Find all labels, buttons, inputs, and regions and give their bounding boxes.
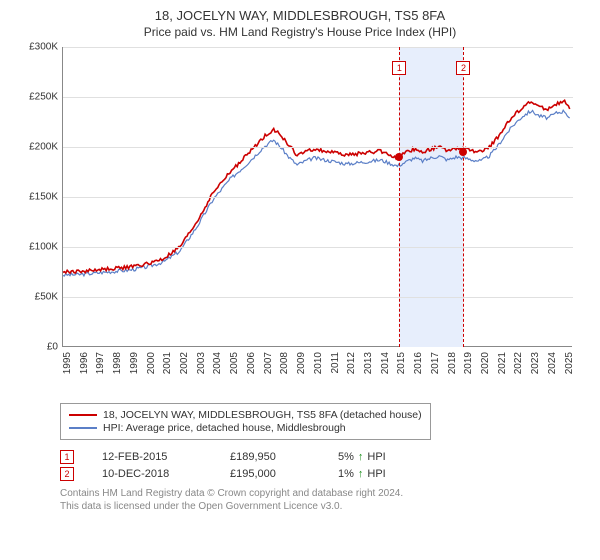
x-axis-label: 2000 <box>146 352 157 374</box>
x-axis-label: 2025 <box>564 352 575 374</box>
sale-delta-pct: 1% <box>338 468 354 480</box>
legend-swatch <box>69 427 97 429</box>
x-axis-label: 2018 <box>447 352 458 374</box>
legend-item: 18, JOCELYN WAY, MIDDLESBROUGH, TS5 8FA … <box>69 409 422 421</box>
marker-badge: 1 <box>392 61 406 75</box>
x-axis-label: 2014 <box>380 352 391 374</box>
y-axis-label: £0 <box>20 342 58 353</box>
gridline <box>63 97 573 98</box>
footer-attribution: Contains HM Land Registry data © Crown c… <box>60 487 590 513</box>
sale-price: £189,950 <box>230 451 310 463</box>
x-axis-label: 2008 <box>279 352 290 374</box>
gridline <box>63 297 573 298</box>
x-axis-label: 2020 <box>480 352 491 374</box>
chart-title: 18, JOCELYN WAY, MIDDLESBROUGH, TS5 8FA <box>10 8 590 23</box>
arrow-up-icon: ↑ <box>358 468 364 480</box>
sale-badge: 2 <box>60 467 74 481</box>
sale-row: 2 10-DEC-2018 £195,000 1% ↑HPI <box>60 467 590 481</box>
x-axis-label: 2007 <box>263 352 274 374</box>
sale-delta-pct: 5% <box>338 451 354 463</box>
legend-label: 18, JOCELYN WAY, MIDDLESBROUGH, TS5 8FA … <box>103 409 422 421</box>
x-axis-label: 2017 <box>430 352 441 374</box>
x-axis-label: 2019 <box>463 352 474 374</box>
marker-line <box>399 47 400 347</box>
sales-table: 1 12-FEB-2015 £189,950 5% ↑HPI 2 10-DEC-2018 £1… <box>60 450 590 481</box>
sale-hpi-suffix: HPI <box>367 451 385 463</box>
x-axis-label: 1996 <box>79 352 90 374</box>
sale-price: £195,000 <box>230 468 310 480</box>
chart-area: 12 £0£50K£100K£150K£200K£250K£300K199519… <box>20 47 580 397</box>
x-axis-label: 1997 <box>95 352 106 374</box>
x-axis-label: 1995 <box>62 352 73 374</box>
gridline <box>63 247 573 248</box>
sale-hpi-delta: 1% ↑HPI <box>338 468 386 480</box>
legend-item: HPI: Average price, detached house, Midd… <box>69 422 422 434</box>
footer-line-2: This data is licensed under the Open Gov… <box>60 500 590 513</box>
y-axis-label: £150K <box>20 192 58 203</box>
x-axis-label: 2021 <box>497 352 508 374</box>
x-axis-label: 2022 <box>513 352 524 374</box>
y-axis-label: £250K <box>20 92 58 103</box>
x-axis-label: 2023 <box>530 352 541 374</box>
x-axis-label: 2001 <box>162 352 173 374</box>
x-axis-label: 2011 <box>330 352 341 374</box>
sale-badge: 1 <box>60 450 74 464</box>
marker-dot <box>395 153 403 161</box>
gridline <box>63 147 573 148</box>
sale-hpi-suffix: HPI <box>367 468 385 480</box>
x-axis-label: 2003 <box>196 352 207 374</box>
marker-badge: 2 <box>456 61 470 75</box>
y-axis-label: £100K <box>20 242 58 253</box>
chart-container: 18, JOCELYN WAY, MIDDLESBROUGH, TS5 8FA … <box>0 0 600 560</box>
sale-date: 10-DEC-2018 <box>102 468 202 480</box>
legend-label: HPI: Average price, detached house, Midd… <box>103 422 346 434</box>
sale-row: 1 12-FEB-2015 £189,950 5% ↑HPI <box>60 450 590 464</box>
y-axis-label: £50K <box>20 292 58 303</box>
sale-hpi-delta: 5% ↑HPI <box>338 451 386 463</box>
arrow-up-icon: ↑ <box>358 451 364 463</box>
marker-line <box>463 47 464 347</box>
x-axis-label: 2004 <box>212 352 223 374</box>
x-axis-label: 2016 <box>413 352 424 374</box>
x-axis-label: 2013 <box>363 352 374 374</box>
x-axis-label: 1999 <box>129 352 140 374</box>
x-axis-label: 2012 <box>346 352 357 374</box>
x-axis-label: 2005 <box>229 352 240 374</box>
x-axis-label: 2024 <box>547 352 558 374</box>
x-axis-label: 2006 <box>246 352 257 374</box>
y-axis-label: £300K <box>20 42 58 53</box>
gridline <box>63 197 573 198</box>
legend-swatch <box>69 414 97 416</box>
x-axis-label: 2010 <box>313 352 324 374</box>
legend-box: 18, JOCELYN WAY, MIDDLESBROUGH, TS5 8FA … <box>60 403 431 440</box>
x-axis-label: 1998 <box>112 352 123 374</box>
gridline <box>63 47 573 48</box>
y-axis-label: £200K <box>20 142 58 153</box>
x-axis-label: 2009 <box>296 352 307 374</box>
x-axis-label: 2002 <box>179 352 190 374</box>
plot-region: 12 <box>62 47 572 347</box>
footer-line-1: Contains HM Land Registry data © Crown c… <box>60 487 590 500</box>
chart-subtitle: Price paid vs. HM Land Registry's House … <box>10 25 590 39</box>
series-hpi <box>63 110 570 276</box>
x-axis-label: 2015 <box>396 352 407 374</box>
sale-date: 12-FEB-2015 <box>102 451 202 463</box>
marker-dot <box>459 148 467 156</box>
